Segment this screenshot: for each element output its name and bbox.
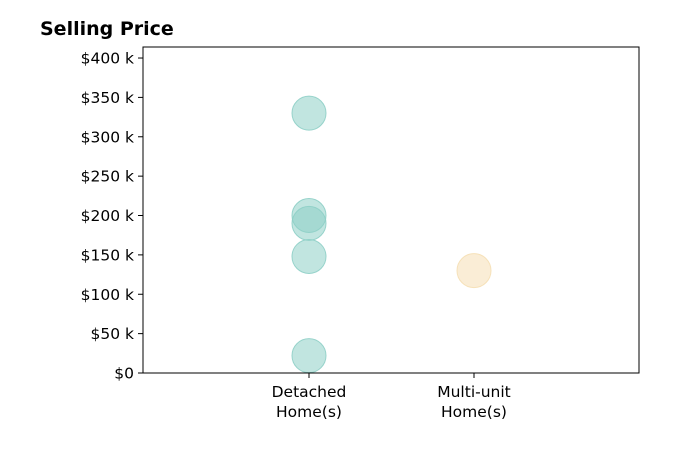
data-points [291, 95, 492, 374]
y-tick-label: $150 k [81, 246, 134, 264]
y-tick-label: $300 k [81, 128, 134, 146]
chart-title: Selling Price [40, 18, 174, 40]
data-point [456, 253, 492, 289]
y-tick-label: $100 k [81, 286, 134, 304]
y-tick-label: $0 [114, 365, 134, 383]
data-point [291, 95, 327, 131]
y-tick-label: $200 k [81, 207, 134, 225]
plot-frame [142, 46, 640, 374]
data-point [291, 338, 327, 374]
data-point [291, 205, 327, 241]
y-tick-label: $250 k [81, 168, 134, 186]
x-tick-label: Multi-unit Home(s) [437, 383, 511, 421]
y-axis: $0 $50 k $100 k $150 k $200 k $250 k $300 k $35… [81, 50, 143, 383]
x-axis: Detached Home(s) Multi-unit Home(s) [272, 373, 511, 421]
y-tick-label: $400 k [81, 50, 134, 68]
x-tick-label: Detached Home(s) [272, 383, 347, 421]
data-point [291, 238, 327, 274]
y-tick-label: $50 k [91, 325, 135, 343]
y-tick-label: $350 k [81, 89, 134, 107]
